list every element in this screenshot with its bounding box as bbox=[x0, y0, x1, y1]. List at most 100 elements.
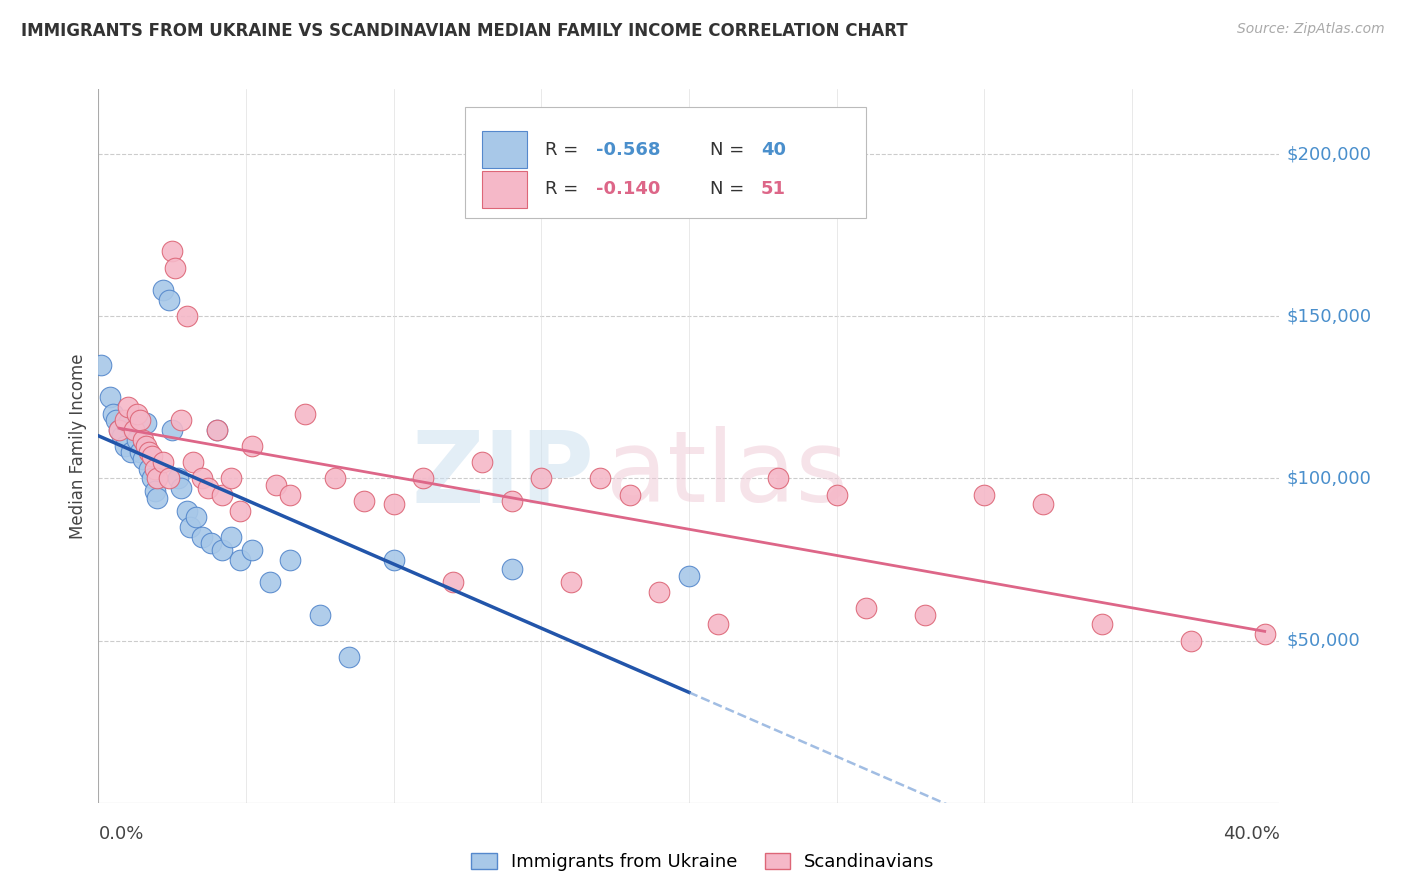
Text: 40: 40 bbox=[761, 141, 786, 159]
Point bbox=[103, 407, 125, 421]
Point bbox=[855, 601, 877, 615]
Point bbox=[240, 439, 263, 453]
Point bbox=[170, 413, 193, 427]
Point bbox=[530, 471, 553, 485]
Point bbox=[132, 452, 155, 467]
Y-axis label: Median Family Income: Median Family Income bbox=[69, 353, 87, 539]
Point bbox=[141, 449, 163, 463]
Point bbox=[114, 413, 136, 427]
Point bbox=[165, 260, 187, 275]
Point bbox=[914, 607, 936, 622]
Point bbox=[90, 358, 112, 372]
FancyBboxPatch shape bbox=[482, 131, 527, 169]
Point bbox=[176, 504, 198, 518]
FancyBboxPatch shape bbox=[464, 107, 866, 218]
Point bbox=[138, 461, 160, 475]
Point bbox=[128, 445, 150, 459]
Point bbox=[143, 484, 166, 499]
Point bbox=[219, 530, 242, 544]
Text: IMMIGRANTS FROM UKRAINE VS SCANDINAVIAN MEDIAN FAMILY INCOME CORRELATION CHART: IMMIGRANTS FROM UKRAINE VS SCANDINAVIAN … bbox=[21, 22, 908, 40]
Point bbox=[678, 568, 700, 582]
Text: 51: 51 bbox=[761, 180, 786, 198]
Point bbox=[825, 488, 848, 502]
Point bbox=[167, 471, 190, 485]
Point bbox=[117, 417, 139, 431]
Text: $50,000: $50,000 bbox=[1286, 632, 1360, 649]
Text: atlas: atlas bbox=[606, 426, 848, 523]
Point bbox=[264, 478, 287, 492]
Text: ZIP: ZIP bbox=[412, 426, 595, 523]
Point bbox=[181, 455, 204, 469]
Point bbox=[560, 575, 582, 590]
Point bbox=[382, 497, 405, 511]
Point bbox=[162, 423, 183, 437]
Point bbox=[125, 433, 148, 447]
Point bbox=[138, 445, 160, 459]
Point bbox=[501, 562, 523, 576]
Point bbox=[382, 552, 405, 566]
Point bbox=[108, 423, 131, 437]
Text: N =: N = bbox=[710, 180, 751, 198]
Point bbox=[278, 488, 302, 502]
Text: 40.0%: 40.0% bbox=[1223, 825, 1279, 843]
Text: $150,000: $150,000 bbox=[1286, 307, 1372, 326]
Point bbox=[211, 488, 233, 502]
Point bbox=[205, 423, 228, 437]
FancyBboxPatch shape bbox=[482, 170, 527, 208]
Point bbox=[179, 520, 201, 534]
Point bbox=[353, 494, 375, 508]
Point bbox=[184, 510, 207, 524]
Point bbox=[219, 471, 242, 485]
Point bbox=[157, 293, 180, 307]
Text: R =: R = bbox=[546, 180, 583, 198]
Text: -0.140: -0.140 bbox=[596, 180, 659, 198]
Point bbox=[441, 575, 464, 590]
Point bbox=[135, 417, 157, 431]
Point bbox=[157, 471, 180, 485]
Text: Source: ZipAtlas.com: Source: ZipAtlas.com bbox=[1237, 22, 1385, 37]
Text: $200,000: $200,000 bbox=[1286, 145, 1371, 163]
Point bbox=[200, 536, 222, 550]
Point bbox=[146, 471, 169, 485]
Point bbox=[98, 390, 121, 404]
Text: -0.568: -0.568 bbox=[596, 141, 661, 159]
Point bbox=[125, 407, 148, 421]
Point bbox=[205, 423, 228, 437]
Point bbox=[135, 439, 157, 453]
Point bbox=[120, 445, 142, 459]
Point bbox=[973, 488, 995, 502]
Point bbox=[197, 481, 219, 495]
Text: N =: N = bbox=[710, 141, 751, 159]
Point bbox=[191, 471, 214, 485]
Point bbox=[105, 413, 128, 427]
Point bbox=[117, 400, 139, 414]
Point bbox=[122, 423, 145, 437]
Point bbox=[412, 471, 434, 485]
Point bbox=[278, 552, 302, 566]
Point bbox=[1032, 497, 1054, 511]
Text: 0.0%: 0.0% bbox=[98, 825, 143, 843]
Point bbox=[471, 455, 494, 469]
Point bbox=[259, 575, 281, 590]
Text: R =: R = bbox=[546, 141, 583, 159]
Point bbox=[229, 552, 252, 566]
Point bbox=[143, 461, 166, 475]
Point bbox=[707, 617, 730, 632]
Text: $100,000: $100,000 bbox=[1286, 469, 1371, 487]
Point bbox=[1091, 617, 1114, 632]
Point bbox=[162, 244, 183, 259]
Point bbox=[122, 423, 145, 437]
Point bbox=[1254, 627, 1277, 641]
Point bbox=[108, 423, 131, 437]
Legend: Immigrants from Ukraine, Scandinavians: Immigrants from Ukraine, Scandinavians bbox=[464, 846, 942, 879]
Point bbox=[619, 488, 641, 502]
Point bbox=[766, 471, 789, 485]
Point bbox=[146, 491, 169, 505]
Point bbox=[152, 283, 174, 297]
Point bbox=[128, 413, 150, 427]
Point bbox=[111, 429, 134, 443]
Point bbox=[170, 481, 193, 495]
Point bbox=[211, 542, 233, 557]
Point bbox=[323, 471, 346, 485]
Point bbox=[141, 471, 163, 485]
